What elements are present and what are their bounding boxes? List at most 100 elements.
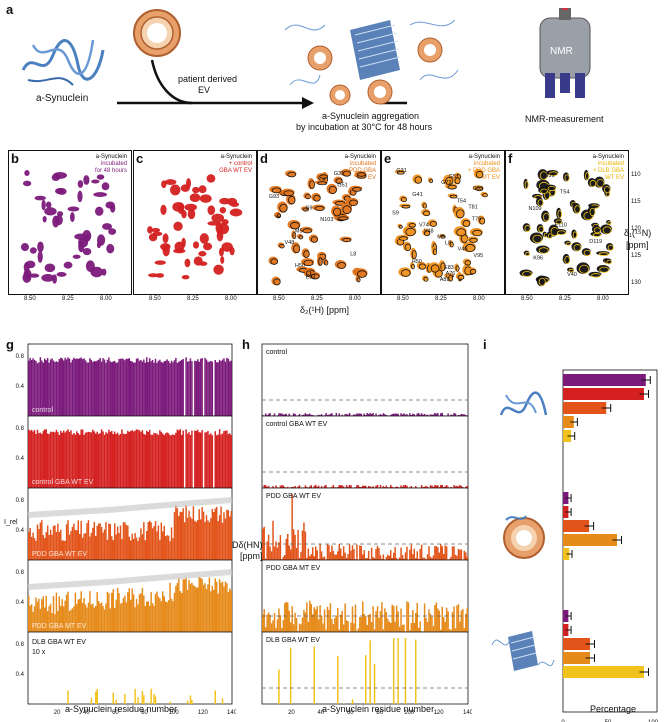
hsqc-peak-ref — [429, 178, 434, 184]
h-bar — [425, 559, 427, 560]
h-bar — [454, 413, 457, 416]
g-bar — [131, 430, 133, 488]
g-bar — [42, 430, 45, 488]
h-bar — [294, 612, 296, 632]
g-bar — [55, 531, 58, 560]
g-bar — [211, 585, 214, 632]
h-bar — [432, 626, 435, 632]
g-bar — [33, 606, 36, 632]
h-x-tick: 20 — [288, 710, 295, 716]
h-bar — [453, 606, 455, 632]
h-bar — [272, 486, 274, 488]
hsqc-peak — [96, 174, 105, 180]
h-bar — [354, 559, 357, 560]
g-bar — [81, 359, 84, 416]
g-bar — [93, 607, 96, 632]
h-bar — [370, 621, 373, 632]
g-bar — [42, 596, 45, 632]
h-bar — [363, 550, 365, 560]
g-x-tick: 40 — [83, 710, 90, 716]
h-bar — [429, 485, 432, 488]
hsqc-peak — [94, 206, 104, 216]
h-bar — [466, 485, 468, 488]
g-bar — [52, 431, 55, 488]
g-bar — [105, 603, 107, 632]
hsqc-peak-label: K96 — [533, 255, 543, 261]
h-bar — [373, 629, 376, 632]
hsqc-peak — [83, 175, 90, 185]
hsqc-peak-label: E110 — [555, 223, 567, 229]
h-bar — [317, 485, 320, 488]
h-bar — [369, 613, 371, 632]
hsqc-x-tick: 8.25 — [311, 296, 323, 302]
g-bar — [182, 508, 184, 560]
h-bar — [344, 603, 346, 632]
aggregation-illustration — [284, 19, 459, 106]
hsqc-peak-label: G31 — [334, 171, 344, 177]
hsqc-panel-letter: f — [508, 151, 513, 166]
g-bar — [93, 521, 96, 560]
g-bar — [189, 516, 192, 560]
hsqc-peak — [221, 219, 229, 225]
g-bar — [86, 523, 88, 560]
g-bar — [67, 429, 69, 488]
h-bar — [369, 640, 371, 704]
h-bar — [426, 554, 429, 560]
g-bar — [51, 534, 53, 560]
g-y-tick: 0.4 — [16, 528, 25, 534]
g-bar — [51, 358, 53, 416]
g-bar — [36, 524, 39, 560]
h-bar — [425, 415, 427, 416]
g-bar — [172, 434, 174, 488]
g-bar — [87, 602, 90, 632]
g-bar — [105, 432, 107, 488]
hsqc-panel-c: c a-Synuclein + control GBA WT EV — [133, 150, 257, 295]
h-bar — [365, 415, 367, 416]
h-bar — [385, 612, 388, 632]
hsqc-peak — [52, 274, 57, 284]
g-bar — [134, 430, 136, 488]
g-bar — [176, 429, 179, 488]
g-bar — [64, 600, 66, 632]
h-bar — [339, 548, 342, 560]
hsqc-peak-ref — [457, 274, 465, 280]
g-bar — [54, 361, 56, 416]
g-bar — [68, 358, 71, 416]
h-bar — [347, 414, 349, 416]
g-bar — [150, 688, 152, 704]
g-bar — [169, 363, 171, 416]
hsqc-peak-ref — [556, 230, 566, 236]
h-bar — [351, 545, 354, 560]
h-bar — [341, 414, 343, 416]
g-bar — [170, 435, 173, 488]
g-bar — [143, 359, 145, 416]
hsqc-peak-label: T75 — [472, 216, 481, 222]
g-bar — [35, 597, 37, 632]
hsqc-peak-label: T54 — [457, 198, 466, 204]
g-bar — [103, 359, 106, 416]
h-bar — [288, 610, 290, 632]
h-bar — [337, 607, 339, 632]
g-bar — [154, 696, 157, 704]
hsqc-peak-label: E83 — [444, 265, 454, 271]
h-bar — [338, 485, 340, 488]
g-bar — [71, 434, 74, 488]
g-bar — [211, 508, 214, 560]
hsqc-peak — [169, 184, 181, 196]
h-bar — [338, 629, 340, 632]
hsqc-peak-ref — [607, 221, 612, 225]
g-bar — [185, 577, 187, 632]
h-bar — [319, 605, 321, 632]
g-bar — [111, 430, 113, 488]
h-bar — [338, 413, 340, 416]
g-bar — [186, 700, 189, 704]
h-bar — [262, 614, 264, 632]
g-bar — [58, 434, 61, 488]
g-bar — [35, 360, 37, 416]
g-bar — [151, 528, 154, 560]
h-bar — [363, 413, 365, 416]
h-bar — [429, 556, 432, 560]
hsqc-peak — [109, 203, 116, 213]
hsqc-peak — [162, 233, 169, 244]
